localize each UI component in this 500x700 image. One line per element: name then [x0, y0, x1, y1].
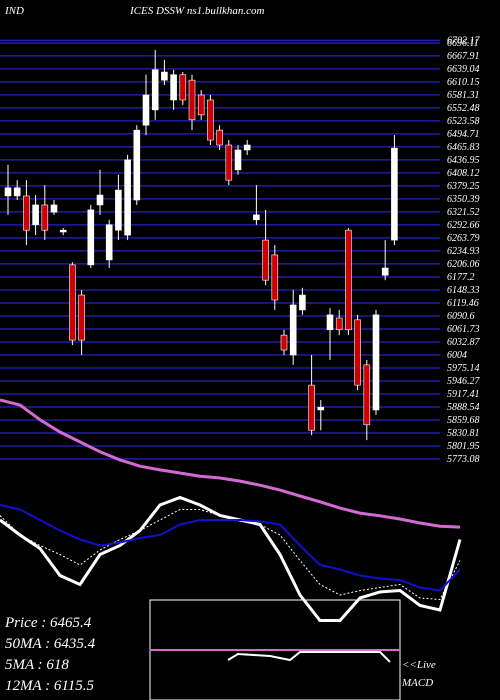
y-tick-label: 6292.66: [447, 220, 480, 231]
candle-body: [133, 129, 141, 201]
candle-body: [345, 229, 352, 331]
chart-subtitle: ICES DSSW ns1.bullkhan.com: [129, 5, 264, 17]
candle-body: [151, 69, 159, 111]
candle-body: [161, 71, 168, 81]
y-tick-label: 6702.17: [447, 35, 481, 46]
candle-body: [317, 406, 325, 411]
y-tick-label: 5801.95: [447, 441, 480, 452]
y-tick-label: 6004: [447, 350, 467, 361]
y-tick-label: 6206.06: [447, 259, 480, 270]
y-tick-label: 6639.04: [447, 64, 480, 75]
y-tick-label: 6234.93: [447, 246, 480, 257]
candle-body: [280, 334, 288, 351]
info-text: 12MA : 6115.5: [5, 678, 95, 694]
y-tick-label: 6148.33: [447, 285, 480, 296]
candle-body: [262, 239, 269, 281]
candle-body: [197, 94, 205, 116]
candle-body: [207, 99, 214, 141]
live-label: <<Live: [402, 659, 436, 671]
candle-body: [87, 209, 95, 266]
y-tick-label: 6523.58: [447, 116, 480, 127]
y-tick-label: 6667.91: [447, 51, 480, 62]
y-tick-label: 5773.08: [447, 454, 480, 465]
moving-average: [0, 398, 461, 529]
y-tick-label: 6350.39: [447, 194, 480, 205]
candle-body: [216, 129, 223, 146]
indicator-line: [0, 495, 462, 622]
candle-body: [4, 187, 12, 197]
candle-body: [289, 304, 297, 356]
y-tick-label: 6465.83: [447, 142, 480, 153]
info-text: Price : 6465.4: [4, 615, 92, 631]
y-tick-label: 6581.31: [447, 90, 480, 101]
y-tick-label: 6379.25: [447, 181, 480, 192]
y-tick-label: 6032.87: [447, 337, 481, 348]
y-tick-label: 6119.46: [447, 298, 479, 309]
candle-body: [32, 204, 39, 226]
candle-body: [335, 317, 343, 331]
candle-body: [391, 147, 398, 241]
y-tick-label: 5888.54: [447, 402, 480, 413]
y-tick-label: 6090.6: [447, 311, 475, 322]
y-tick-label: 5859.68: [447, 415, 480, 426]
y-tick-label: 6610.15: [447, 77, 480, 88]
candle-body: [78, 294, 85, 341]
y-tick-label: 5917.41: [447, 389, 480, 400]
info-text: 50MA : 6435.4: [5, 636, 96, 652]
y-tick-label: 6494.71: [447, 129, 480, 140]
y-tick-label: 6061.73: [447, 324, 480, 335]
candle-body: [13, 187, 21, 197]
y-tick-label: 5975.14: [447, 363, 480, 374]
candle-body: [354, 319, 361, 386]
candle-body: [188, 79, 196, 121]
candle-body: [225, 144, 233, 181]
candle-body: [105, 224, 113, 261]
candle-body: [59, 229, 67, 233]
candle-body: [23, 195, 30, 231]
y-tick-label: 6321.52: [447, 207, 480, 218]
info-text: 5MA : 618: [5, 657, 69, 673]
candle-body: [253, 214, 260, 221]
y-tick-label: 5946.27: [447, 376, 481, 387]
y-tick-label: 6552.48: [447, 103, 480, 114]
candle-body: [179, 74, 187, 101]
candle-body: [50, 204, 58, 213]
candle-body: [308, 384, 315, 431]
candle-body: [142, 94, 150, 126]
candle-body: [243, 144, 251, 151]
candle-body: [299, 294, 306, 311]
y-tick-label: 6263.79: [447, 233, 480, 244]
candle-body: [41, 204, 49, 231]
candle-body: [326, 314, 334, 331]
y-tick-label: 5830.81: [447, 428, 480, 439]
y-tick-label: 6408.12: [447, 168, 480, 179]
chart-title: IND: [4, 5, 24, 17]
candle-body: [363, 364, 371, 426]
indicator-line: [0, 504, 461, 592]
candle-body: [115, 189, 122, 231]
candle-body: [372, 314, 380, 411]
candle-body: [170, 74, 177, 101]
candle-body: [381, 267, 389, 276]
macd-label: MACD: [401, 677, 433, 689]
candle-body: [234, 149, 242, 171]
candle-body: [96, 194, 104, 206]
y-tick-label: 6696.11: [447, 38, 479, 49]
y-tick-label: 6436.95: [447, 155, 480, 166]
box-trace: [227, 651, 391, 663]
candle-body: [271, 254, 279, 301]
candle-body: [124, 159, 131, 236]
indicator-line: [0, 509, 461, 601]
candle-body: [69, 264, 76, 341]
y-tick-label: 6177.2: [447, 272, 475, 283]
